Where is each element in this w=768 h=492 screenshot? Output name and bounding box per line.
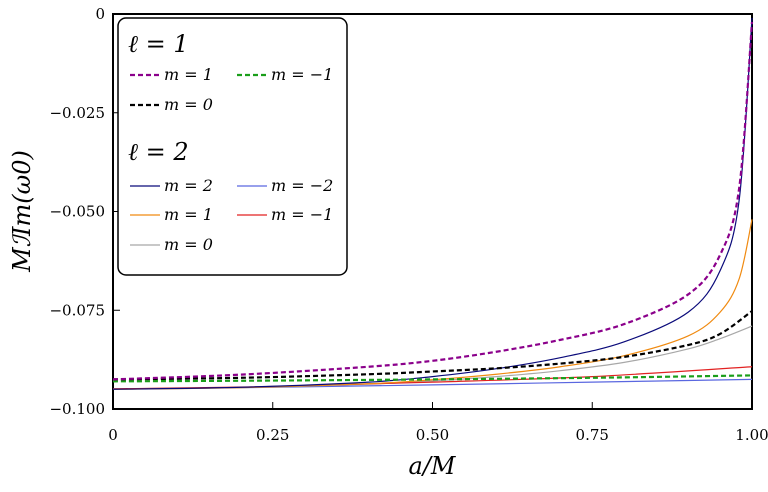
series-line [112, 17, 753, 390]
legend-label: m = 1 [164, 65, 213, 84]
y-tick-label: −0.025 [49, 104, 105, 122]
x-axis-title: a/M [409, 452, 457, 480]
y-tick-label: 0 [95, 5, 105, 23]
series-line [112, 366, 753, 390]
legend-label: m = 0 [164, 235, 213, 254]
legend-label: m = 0 [164, 95, 213, 114]
legend-label: m = −1 [271, 205, 333, 224]
x-tick-label: 0 [108, 426, 118, 444]
legend-header-l1: ℓ = 1 [128, 30, 189, 58]
y-tick-label: −0.050 [49, 203, 105, 221]
series-line [112, 219, 753, 390]
legend-label: m = 1 [164, 205, 213, 224]
legend-box [117, 17, 348, 276]
legend-label: m = 2 [164, 176, 213, 195]
series-layer [112, 17, 754, 390]
legend-label: m = −1 [271, 65, 333, 84]
series-line [112, 310, 753, 381]
x-tick-label: 1.00 [735, 426, 768, 444]
legend-header-l2: ℓ = 2 [128, 138, 189, 166]
axis-ticks: 0 0.25 0.50 0.75 1.00 0 −0.025 −0.050 −0.075 −0.1… [49, 5, 768, 444]
legend-label: m = −2 [271, 176, 333, 195]
y-tick-label: −0.075 [49, 301, 105, 319]
series-line [112, 374, 753, 383]
x-tick-label: 0.50 [416, 426, 449, 444]
x-tick-label: 0.25 [256, 426, 289, 444]
x-tick-label: 0.75 [576, 426, 609, 444]
y-axis-title: MℐIm(ω0) [8, 150, 36, 273]
legend-entries: m = 1 m = −1 m = 0 m = 2 m = −2 m = 1 m = −1 m … [130, 65, 333, 254]
y-tick-label: −0.100 [49, 400, 105, 418]
